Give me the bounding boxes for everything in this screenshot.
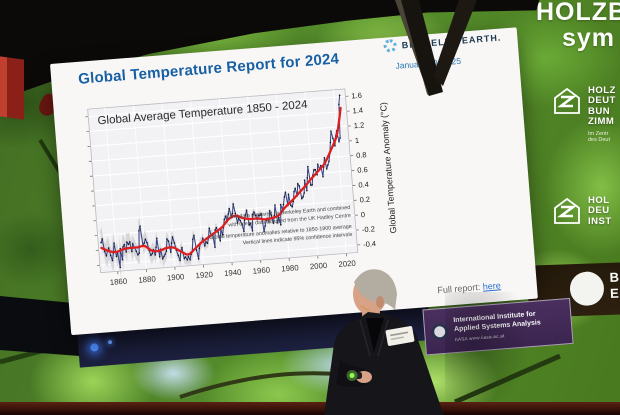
slide-surface: Global Temperature Report for 2024 BERKE… xyxy=(50,27,538,336)
chart-svg: 1860 1880 1900 1920 1940 1960 1980 2000 2020 1.6 1… xyxy=(85,88,398,287)
svg-text:0.4: 0.4 xyxy=(358,180,369,190)
led-light-icon xyxy=(90,343,99,352)
svg-text:0.8: 0.8 xyxy=(356,150,367,160)
svg-text:1.4: 1.4 xyxy=(352,106,363,116)
led-light-icon xyxy=(107,339,113,345)
presenter-head xyxy=(353,269,397,320)
svg-text:1960: 1960 xyxy=(252,265,271,275)
holzbau-house-icon xyxy=(554,87,580,114)
headset-mic-icon xyxy=(359,305,371,312)
presenter xyxy=(324,269,444,415)
presentation-slide: Global Temperature Report for 2024 BERKE… xyxy=(50,27,574,368)
svg-text:1860: 1860 xyxy=(109,277,128,287)
svg-text:2020: 2020 xyxy=(338,259,357,269)
stage-edge xyxy=(0,402,620,415)
svg-text:1.2: 1.2 xyxy=(353,120,364,130)
svg-text:1.6: 1.6 xyxy=(351,91,362,101)
svg-text:-0.2: -0.2 xyxy=(362,224,376,234)
svg-text:2000: 2000 xyxy=(310,261,329,271)
red-structure xyxy=(0,56,24,120)
partner-logo-circle-icon xyxy=(569,271,605,307)
svg-text:0.2: 0.2 xyxy=(359,195,370,205)
truss-beam xyxy=(395,0,477,96)
svg-text:0.6: 0.6 xyxy=(357,165,368,175)
svg-text:0: 0 xyxy=(360,210,365,219)
svg-text:1: 1 xyxy=(355,136,360,145)
symposium-banner-text: HOLZB sym xyxy=(536,0,620,51)
svg-text:1940: 1940 xyxy=(224,268,243,278)
clicker-light-icon xyxy=(349,373,355,378)
svg-text:1900: 1900 xyxy=(167,272,186,282)
svg-text:Global Temperature Anomaly (°C: Global Temperature Anomaly (°C) xyxy=(378,102,398,234)
symposium-banner-line1: HOLZB xyxy=(536,0,620,26)
svg-text:1920: 1920 xyxy=(195,270,214,280)
symposium-banner-line2: sym xyxy=(562,23,616,52)
full-report-link[interactable]: here xyxy=(482,280,502,292)
presenter-shadow xyxy=(445,292,529,415)
presenter-arm xyxy=(336,360,372,387)
svg-text:1980: 1980 xyxy=(281,263,300,273)
holzbau-logo-1: HOLZ DEUT BUN ZIMM Im Zentr des Deut xyxy=(552,85,616,143)
holzbau-house-icon xyxy=(554,197,580,224)
svg-text:1880: 1880 xyxy=(138,274,157,284)
svg-text:-0.4: -0.4 xyxy=(363,239,377,249)
screen-lower-left-gap xyxy=(0,296,80,356)
partner-logo-text: BA EA xyxy=(609,269,620,302)
holzbau-logo-2: HOL DEU INST xyxy=(552,195,612,227)
name-badge xyxy=(385,326,415,346)
